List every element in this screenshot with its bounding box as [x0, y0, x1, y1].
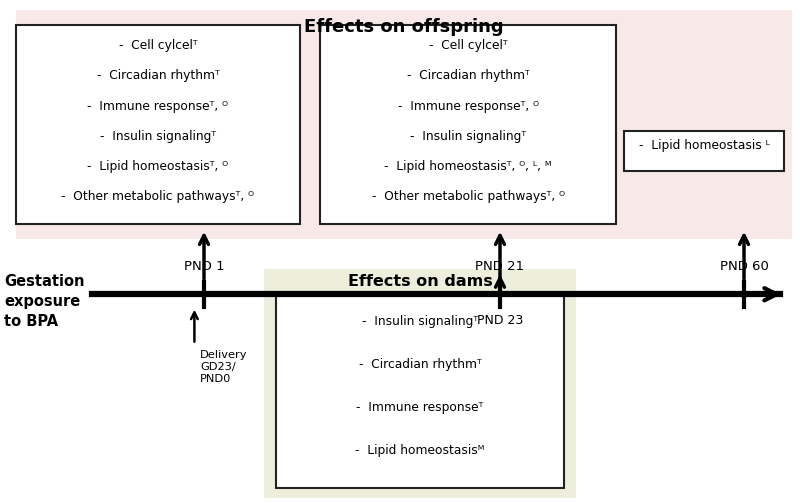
Text: -  Other metabolic pathwaysᵀ, ᴼ: - Other metabolic pathwaysᵀ, ᴼ	[371, 190, 565, 203]
Text: -  Circadian rhythmᵀ: - Circadian rhythmᵀ	[406, 69, 530, 82]
FancyBboxPatch shape	[624, 131, 784, 171]
Text: PND 23: PND 23	[477, 314, 523, 327]
Text: Effects on dams: Effects on dams	[348, 274, 492, 289]
Text: -  Immune responseᵀ: - Immune responseᵀ	[356, 401, 484, 414]
Text: -  Other metabolic pathwaysᵀ, ᴼ: - Other metabolic pathwaysᵀ, ᴼ	[62, 190, 254, 203]
Text: -  Lipid homeostasisᵀ, ᴼ: - Lipid homeostasisᵀ, ᴼ	[87, 160, 229, 173]
Text: PND 21: PND 21	[475, 260, 525, 273]
Text: Effects on offspring: Effects on offspring	[304, 18, 504, 36]
Text: Gestation
exposure
to BPA: Gestation exposure to BPA	[4, 274, 85, 329]
FancyBboxPatch shape	[276, 294, 564, 488]
Text: PND 1: PND 1	[184, 260, 224, 273]
Text: -  Lipid homeostasisᴹ: - Lipid homeostasisᴹ	[355, 444, 485, 457]
Text: Delivery
GD23/
PND0: Delivery GD23/ PND0	[200, 350, 247, 384]
FancyBboxPatch shape	[16, 25, 300, 224]
Text: -  Lipid homeostasisᵀ, ᴼ, ᴸ, ᴹ: - Lipid homeostasisᵀ, ᴼ, ᴸ, ᴹ	[384, 160, 552, 173]
Text: -  Lipid homeostasis ᴸ: - Lipid homeostasis ᴸ	[638, 139, 770, 152]
Text: PND 60: PND 60	[719, 260, 769, 273]
Text: -  Immune responseᵀ, ᴼ: - Immune responseᵀ, ᴼ	[398, 100, 538, 113]
Text: -  Circadian rhythmᵀ: - Circadian rhythmᵀ	[97, 69, 219, 82]
Text: -  Cell cylcelᵀ: - Cell cylcelᵀ	[118, 39, 198, 52]
Text: -  Insulin signalingᵀ: - Insulin signalingᵀ	[410, 130, 526, 143]
Text: -  Circadian rhythmᵀ: - Circadian rhythmᵀ	[358, 358, 482, 371]
Text: -  Immune responseᵀ, ᴼ: - Immune responseᵀ, ᴼ	[87, 100, 229, 113]
Text: -  Insulin signalingᵀ: - Insulin signalingᵀ	[100, 130, 216, 143]
FancyBboxPatch shape	[264, 269, 576, 498]
Text: -  Insulin signalingᵀ: - Insulin signalingᵀ	[362, 315, 478, 328]
FancyBboxPatch shape	[320, 25, 616, 224]
Text: -  Cell cylcelᵀ: - Cell cylcelᵀ	[429, 39, 507, 52]
FancyBboxPatch shape	[16, 10, 792, 239]
